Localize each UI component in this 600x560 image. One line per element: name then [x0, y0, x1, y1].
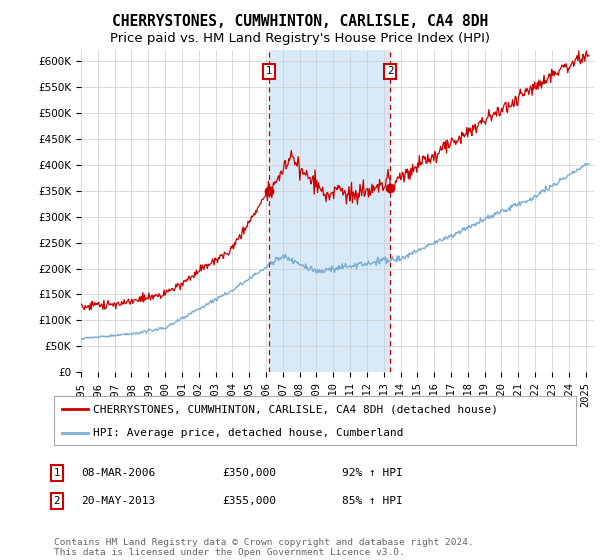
Text: 1: 1	[266, 66, 272, 76]
Text: £355,000: £355,000	[222, 496, 276, 506]
Text: 92% ↑ HPI: 92% ↑ HPI	[342, 468, 403, 478]
Text: 08-MAR-2006: 08-MAR-2006	[81, 468, 155, 478]
Text: CHERRYSTONES, CUMWHINTON, CARLISLE, CA4 8DH (detached house): CHERRYSTONES, CUMWHINTON, CARLISLE, CA4 …	[93, 404, 498, 414]
Text: Contains HM Land Registry data © Crown copyright and database right 2024.
This d: Contains HM Land Registry data © Crown c…	[54, 538, 474, 557]
Text: 85% ↑ HPI: 85% ↑ HPI	[342, 496, 403, 506]
Text: 1: 1	[53, 468, 61, 478]
Bar	[269, 50, 390, 372]
Text: HPI: Average price, detached house, Cumberland: HPI: Average price, detached house, Cumb…	[93, 428, 404, 438]
Text: CHERRYSTONES, CUMWHINTON, CARLISLE, CA4 8DH: CHERRYSTONES, CUMWHINTON, CARLISLE, CA4 …	[112, 14, 488, 29]
Text: 20-MAY-2013: 20-MAY-2013	[81, 496, 155, 506]
Text: £350,000: £350,000	[222, 468, 276, 478]
Text: Price paid vs. HM Land Registry's House Price Index (HPI): Price paid vs. HM Land Registry's House …	[110, 32, 490, 45]
Text: 2: 2	[53, 496, 61, 506]
Text: 2: 2	[387, 66, 394, 76]
